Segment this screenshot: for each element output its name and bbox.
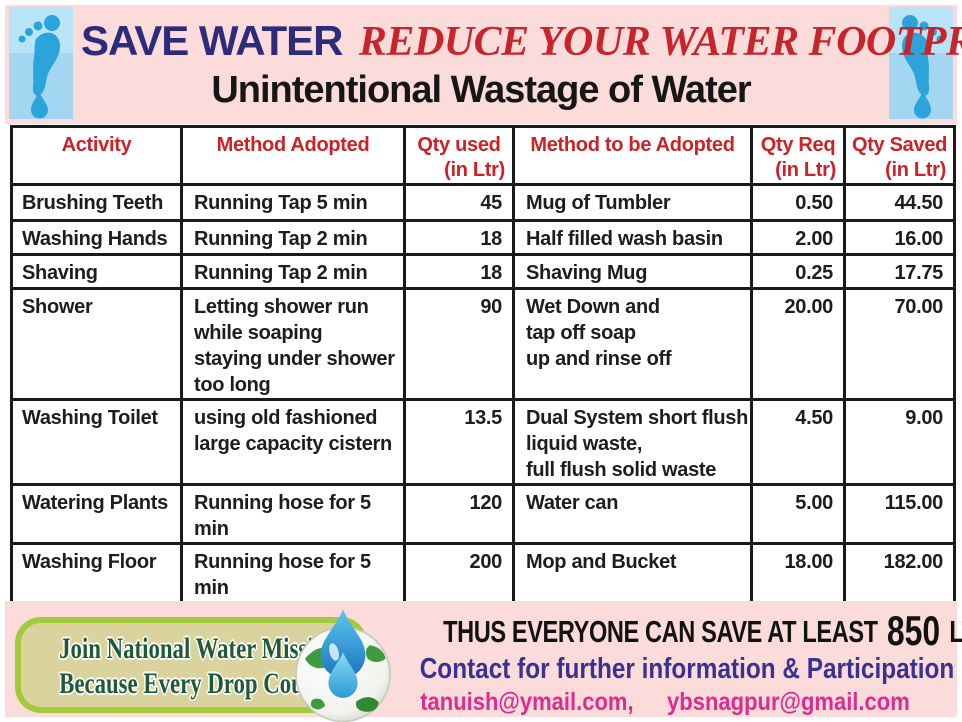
cell-method-to-adopt: Shaving Mug [512,253,753,290]
savings-statement: THUS EVERYONE CAN SAVE AT LEAST 850 LTR.… [443,607,962,655]
email-line: tanuish@ymail.com, ybsnagpur@gmail.com [408,688,922,717]
cell-method-adopted: Running hose for 5 min [180,542,406,604]
email-address-1: tanuish@ymail.com, [420,688,634,716]
table-row: Washing Floor Running hose for 5 min 200… [10,542,956,604]
cell-method-to-adopt: Dual System short flush liquid waste, fu… [512,398,753,486]
wastage-table: Activity Method Adopted Qty used (in Ltr)… [10,125,956,663]
column-header-qty-used: Qty used (in Ltr) [403,125,515,186]
column-header-qty-req: Qty Req (in Ltr) [750,125,846,186]
table-title: Unintentional Wastage of Water [211,69,751,111]
cell-qty-saved: 70.00 [843,287,956,401]
cell-qty-req: 2.00 [750,219,846,256]
contact-line: Contact for further information & Partic… [419,653,955,685]
cell-qty-used: 18 [403,219,515,256]
column-header-method-to-be-adopted: Method to be Adopted [512,125,753,186]
cell-method-to-adopt: Mop and Bucket [512,542,753,604]
cell-qty-req: 18.00 [750,542,846,604]
table-row: Watering Plants Running hose for 5 min 1… [10,483,956,545]
savings-prefix: THUS EVERYONE CAN SAVE AT LEAST [443,614,878,649]
cell-qty-req: 5.00 [750,483,846,545]
cell-method-to-adopt: Wet Down and tap off soap up and rinse o… [512,287,753,401]
badge-line-2: Because Every Drop Counts [59,667,333,700]
cell-method-adopted: Running Tap 5 min [180,183,406,222]
table-row: Shaving Running Tap 2 min 18 Shaving Mug… [10,253,956,290]
cell-qty-req: 0.25 [750,253,846,290]
cell-qty-saved: 17.75 [843,253,956,290]
cell-activity: Washing Floor [10,542,183,604]
badge-line-1: Join National Water Mission [59,632,338,665]
cell-qty-req: 20.00 [750,287,846,401]
cell-method-to-adopt: Mug of Tumbler [512,183,753,222]
cell-activity: Watering Plants [10,483,183,545]
page-title: SAVE WATER [81,17,343,64]
globe-water-drops-icon [287,607,399,722]
table-row: Brushing Teeth Running Tap 5 min 45 Mug … [10,183,956,222]
water-footprint-icon [9,7,73,119]
cell-method-adopted: Running hose for 5 min [180,483,406,545]
cell-qty-saved: 9.00 [843,398,956,486]
column-header-method-adopted: Method Adopted [180,125,406,186]
water-footprint-icon-mirrored [889,7,953,119]
table-row: Washing Hands Running Tap 2 min 18 Half … [10,219,956,256]
cell-qty-used: 200 [403,542,515,604]
cell-qty-used: 13.5 [403,398,515,486]
cell-qty-used: 90 [403,287,515,401]
cell-qty-saved: 182.00 [843,542,956,604]
cell-method-adopted: using old fashioned large capacity ciste… [180,398,406,486]
poster-title-line: SAVE WATER REDUCE YOUR WATER FOOTPRINT [81,17,962,66]
cell-qty-saved: 44.50 [843,183,956,222]
cell-qty-used: 45 [403,183,515,222]
cell-activity: Brushing Teeth [10,183,183,222]
cell-qty-saved: 16.00 [843,219,956,256]
header-banner: SAVE WATER REDUCE YOUR WATER FOOTPRINT U… [5,5,962,124]
cell-method-adopted: Letting shower run while soaping staying… [180,287,406,401]
cell-method-adopted: Running Tap 2 min [180,253,406,290]
cell-qty-req: 0.50 [750,183,846,222]
email-address-2: ybsnagpur@gmail.com [667,688,910,716]
footer-banner: Join National Water Mission Because Ever… [5,601,962,722]
cell-activity: Washing Hands [10,219,183,256]
cell-method-adopted: Running Tap 2 min [180,219,406,256]
badge-slogan: Join National Water Mission Because Ever… [59,631,338,701]
page-tagline: REDUCE YOUR WATER FOOTPRINT [358,19,962,65]
cell-qty-used: 18 [403,253,515,290]
table-row: Washing Toilet using old fashioned large… [10,398,956,486]
savings-suffix: LTR. PER DAY [949,614,962,649]
cell-method-to-adopt: Half filled wash basin [512,219,753,256]
cell-qty-used: 120 [403,483,515,545]
column-header-qty-saved: Qty Saved (in Ltr) [843,125,956,186]
water-mission-badge: Join National Water Mission Because Ever… [15,609,391,722]
column-header-activity: Activity [10,125,183,186]
savings-value: 850 [886,607,941,654]
table-header-row: Activity Method Adopted Qty used (in Ltr)… [10,125,956,186]
table-row: Shower Letting shower run while soaping … [10,287,956,401]
cell-activity: Shower [10,287,183,401]
cell-activity: Washing Toilet [10,398,183,486]
cell-qty-saved: 115.00 [843,483,956,545]
cell-qty-req: 4.50 [750,398,846,486]
cell-activity: Shaving [10,253,183,290]
footer-info: THUS EVERYONE CAN SAVE AT LEAST 850 LTR.… [373,605,962,717]
cell-method-to-adopt: Water can [512,483,753,545]
